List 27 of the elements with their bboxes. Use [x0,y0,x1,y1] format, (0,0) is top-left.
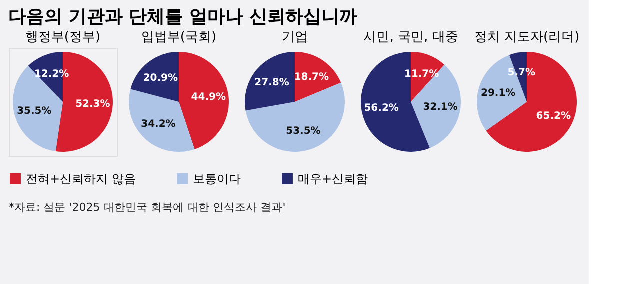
data-label: 53.5% [286,126,321,137]
data-label: 65.2% [536,110,571,122]
data-label: 18.7% [294,72,329,84]
data-label: 56.2% [364,102,399,114]
data-label: 5.7% [508,67,536,78]
legend-label: 매우+신뢰함 [298,172,368,186]
chart-title: 행정부(정부) [25,30,101,45]
text: 다음의 기관과 단체를 얼마나 신뢰하십니까 [8,6,358,28]
data-label: 35.5% [17,106,52,118]
data-label: 34.2% [141,118,176,130]
text: *자료: 설문 '2025 대한민국 회복에 대한 인식조사 결과' [9,201,286,214]
pie-slice [179,52,229,150]
chart-title: 정치 지도자(리더) [474,30,580,45]
chart-title: 시민, 국민, 대중 [364,30,458,45]
data-label: 27.8% [254,78,290,89]
legend-label: 전혀+신뢰하지 않음 [26,172,136,186]
legend-label: 보통이다 [193,172,241,186]
chart-title: 입법부(국회) [141,30,217,45]
data-label: 44.9% [191,92,226,104]
data-label: 29.1% [480,88,516,100]
pie-slice [295,52,342,102]
pie-slice [245,52,295,111]
data-label: 52.3% [76,99,110,110]
data-label: 20.9% [143,73,178,84]
chart-title: 기업 [282,30,308,45]
pie-slice [130,52,179,102]
data-label: 32.1% [423,102,458,114]
